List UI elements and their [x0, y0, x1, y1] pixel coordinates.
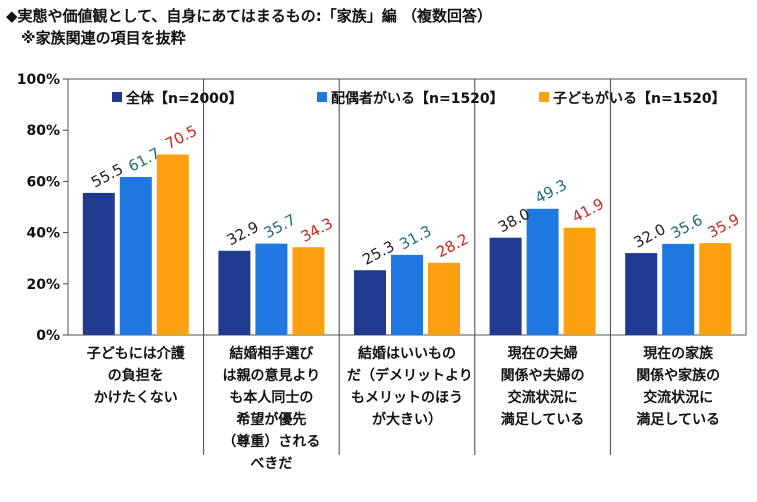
y-tick-label: 40%: [26, 226, 60, 242]
bar: [699, 243, 732, 335]
y-tick-label: 80%: [26, 123, 60, 139]
legend-label: 子どもがいる【n=1520】: [553, 90, 726, 107]
bar: [255, 243, 288, 335]
x-tick-label: 現在の家族 関係や家族の 交流状況に 満足している: [636, 346, 721, 428]
category-dividers: [203, 79, 611, 455]
x-tick-label: 子どもには介護 の負担を かけたくない: [86, 346, 185, 406]
x-tick-label: 結婚はいいもの だ（デメリットより もメリットのほう が大きい）: [347, 346, 473, 428]
bar: [292, 247, 325, 335]
legend-swatch: [317, 92, 327, 102]
legend-swatch: [112, 92, 122, 102]
y-tick-label: 20%: [26, 277, 60, 293]
bar: [526, 208, 559, 335]
bar: [82, 192, 115, 335]
bar: [428, 262, 460, 335]
bar: [563, 227, 596, 335]
bars-group: [82, 154, 732, 335]
bar: [625, 253, 658, 335]
y-axis: 0% 20% 40% 60% 80% 100%: [17, 72, 68, 344]
legend-label: 配偶者がいる【n=1520】: [331, 90, 504, 107]
legend-swatch: [539, 92, 549, 102]
x-tick-label: 現在の夫婦 関係や夫婦の 交流状況に 満足している: [500, 346, 585, 428]
bar: [489, 237, 522, 335]
x-tick-label: 結婚相手選び は親の意見より も本人同士の 希望が優先 （尊重）される べきだ: [222, 346, 321, 472]
bar: [391, 254, 423, 335]
bar: [156, 154, 189, 335]
legend-label: 全体【n=2000】: [125, 90, 243, 107]
y-tick-label: 100%: [17, 72, 60, 88]
y-tick-label: 60%: [26, 174, 60, 190]
y-tick-label: 0%: [36, 328, 60, 344]
legend: 全体【n=2000】 配偶者がいる【n=1520】 子どもがいる【n=1520】: [112, 90, 726, 107]
bar: [218, 250, 251, 335]
bar: [662, 243, 695, 335]
bar: [354, 270, 386, 335]
chart-title: ◆実態や価値観として、自身にあてはまるもの:「家族」編 （複数回答） ※家族関連…: [6, 7, 492, 47]
bar: [119, 177, 152, 335]
